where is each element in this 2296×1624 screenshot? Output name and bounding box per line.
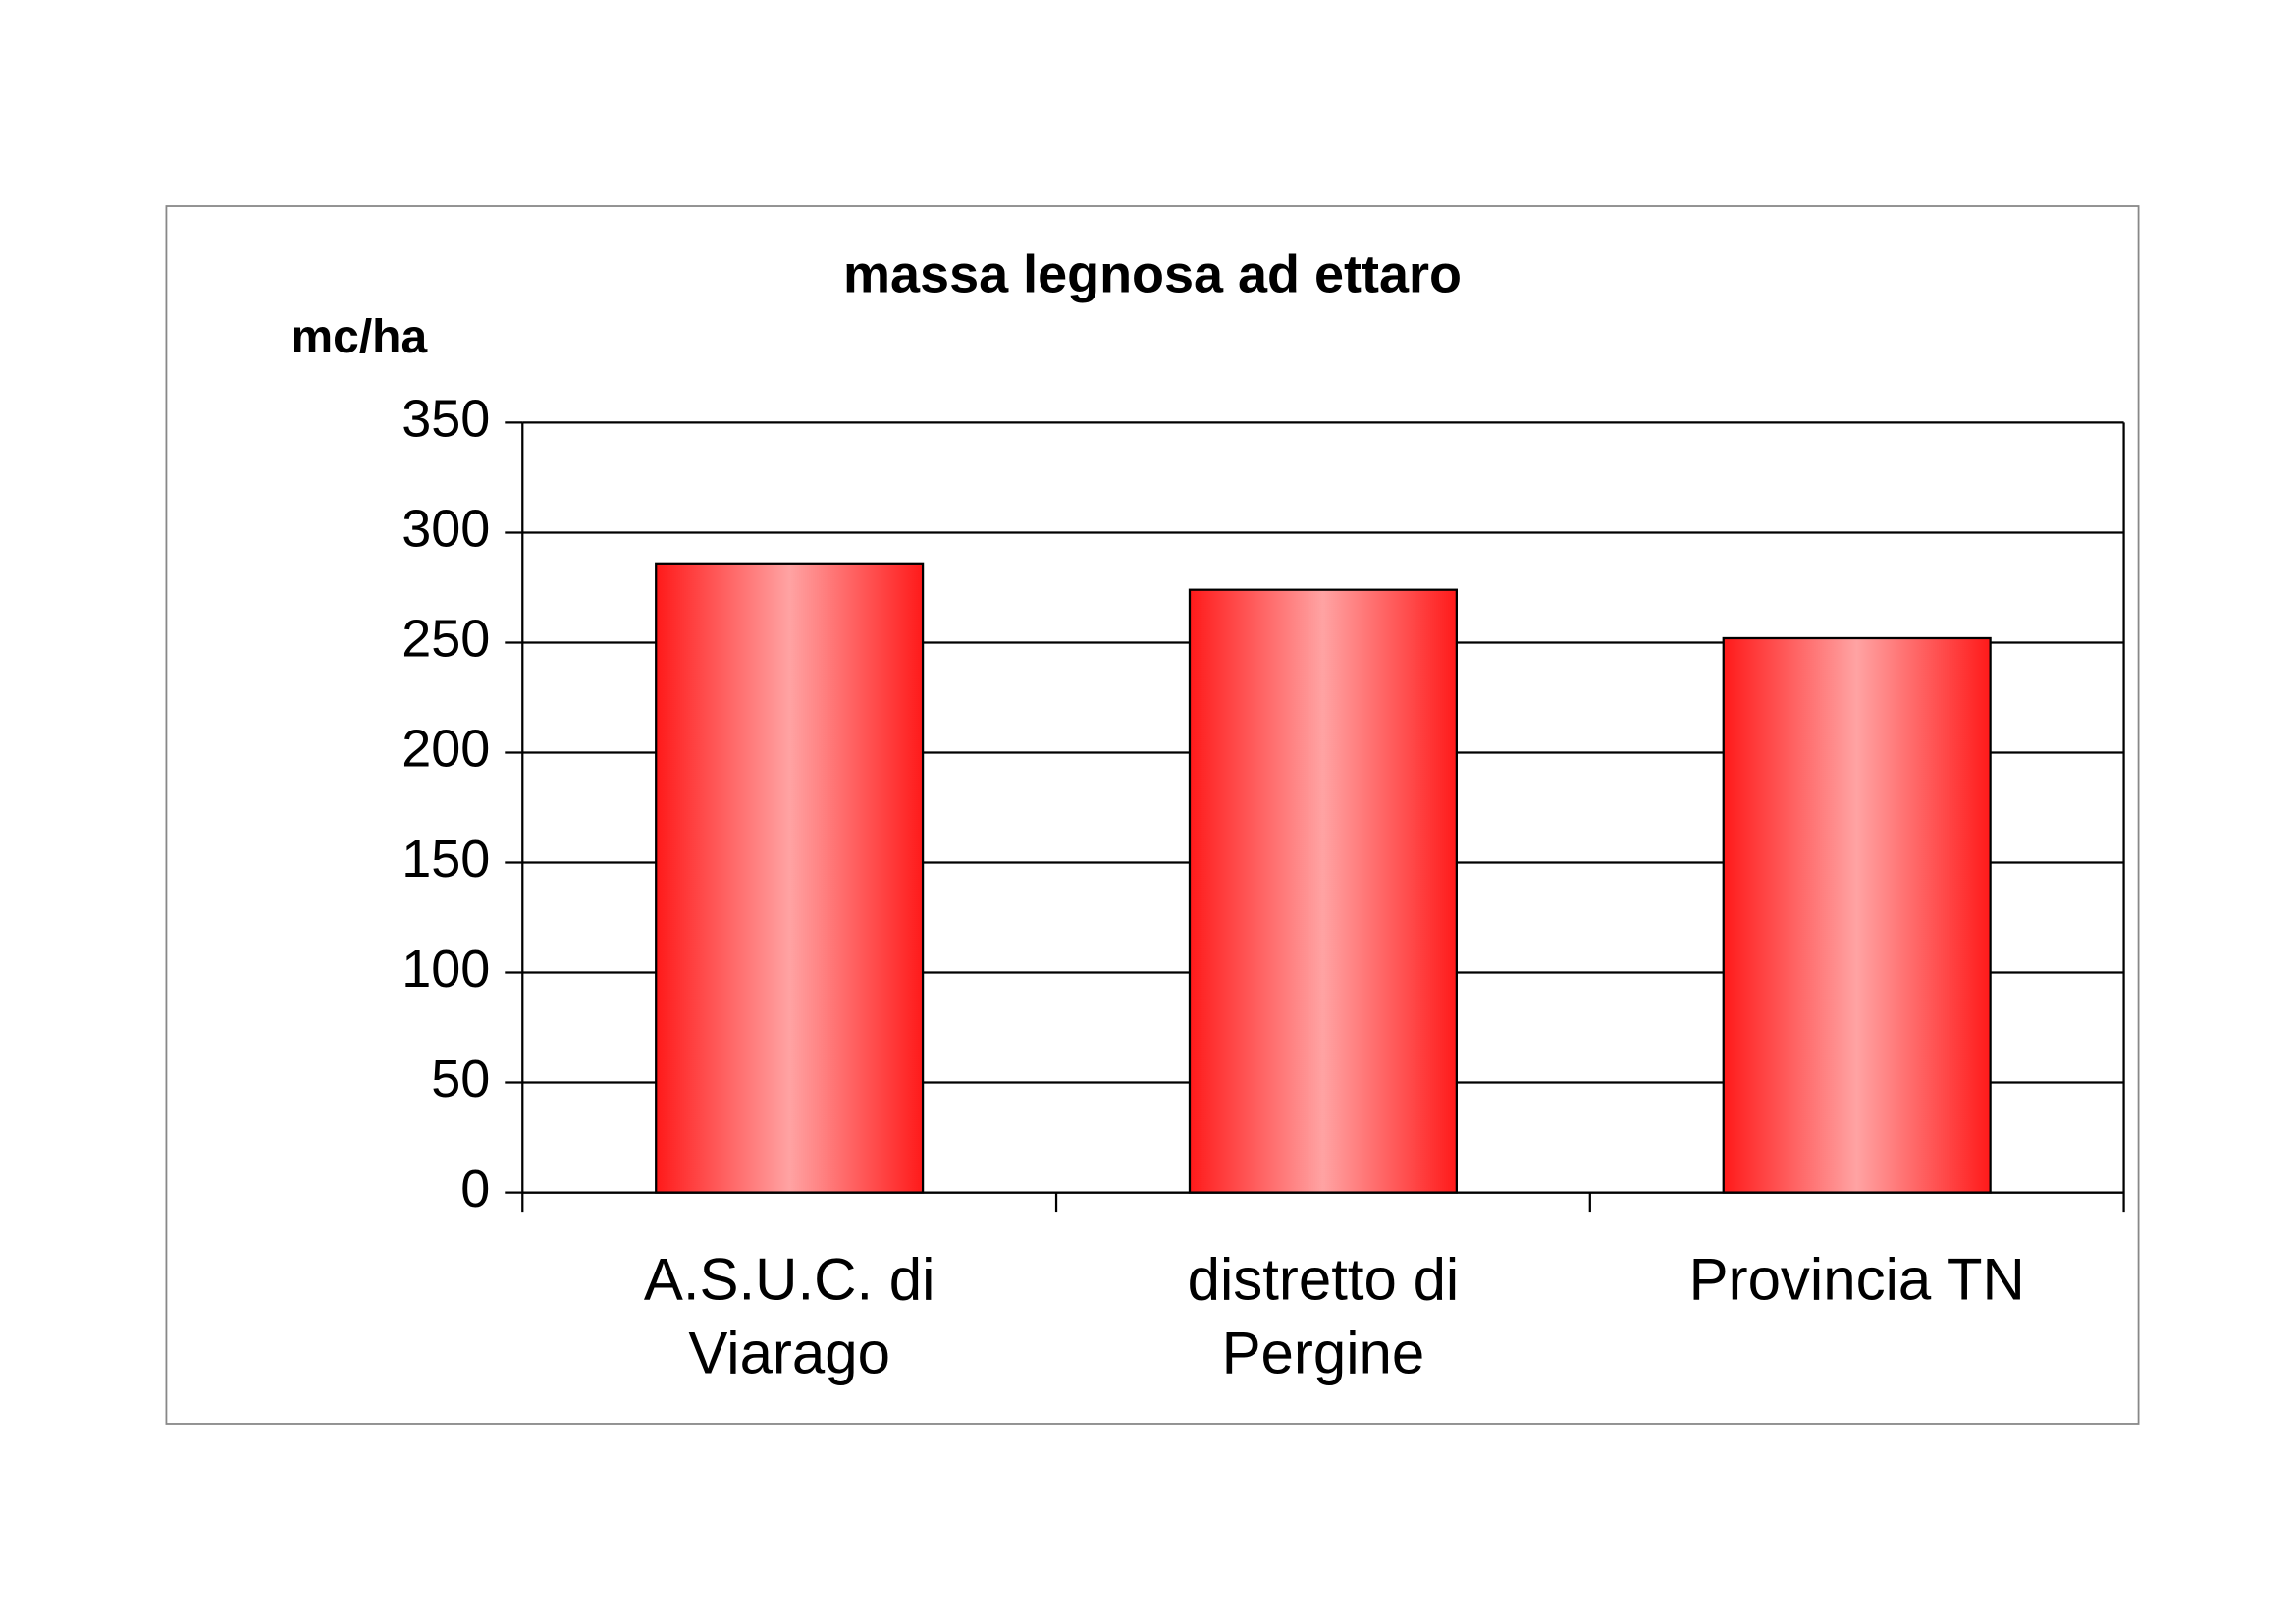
y-tick-label: 100 (401, 940, 490, 999)
y-tick-label: 300 (401, 500, 490, 559)
y-tick-label: 350 (401, 390, 490, 449)
y-tick-label: 200 (401, 720, 490, 779)
chart-title: massa legnosa ad ettaro (843, 245, 1462, 304)
x-tick-label: A.S.U.C. di Viarago (644, 1246, 935, 1385)
y-tick-label: 0 (460, 1160, 490, 1218)
bar (1722, 636, 1992, 1194)
x-tick-label: Provincia TN (1689, 1246, 2025, 1312)
bar (1188, 588, 1458, 1194)
y-tick-label: 50 (431, 1050, 490, 1109)
bar (655, 562, 925, 1194)
y-axis-label: mc/ha (292, 311, 428, 363)
y-tick-label: 250 (401, 610, 490, 669)
y-tick-label: 150 (401, 830, 490, 889)
x-tick-label: distretto di Pergine (1188, 1246, 1460, 1385)
